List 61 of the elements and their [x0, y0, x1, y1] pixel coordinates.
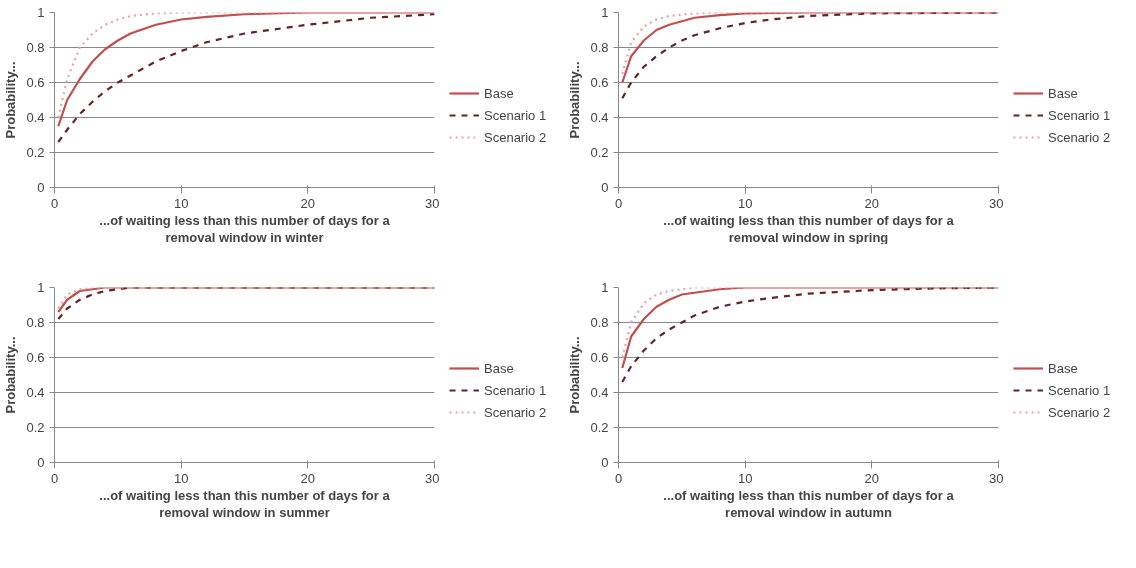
x-tick-label: 20 [300, 470, 316, 486]
x-axis-title: ...of waiting less than this number of days for a removal window in winter [99, 212, 391, 245]
legend-label: Scenario 2 [1048, 129, 1111, 145]
legend-label: Scenario 2 [484, 404, 547, 420]
y-axis-title: Probability... [3, 61, 19, 139]
y-tick-label: 0.4 [590, 385, 609, 400]
line-series [621, 12, 999, 100]
legend-label: Scenario 1 [484, 107, 547, 123]
y-tick-label: 0 [601, 455, 609, 470]
y-tick-label: 0.2 [26, 420, 45, 435]
y-tick-label: 0.2 [590, 420, 609, 435]
y-tick-label: 1 [601, 5, 609, 20]
y-tick-label: 0 [601, 180, 609, 195]
y-tick-label: 1 [37, 280, 45, 295]
x-tick-label: 20 [300, 195, 316, 211]
y-tick-label: 0.4 [26, 110, 45, 125]
legend-label: Scenario 1 [484, 382, 547, 398]
y-tick-label: 0.8 [590, 315, 609, 330]
legend-label: Scenario 1 [1048, 382, 1111, 398]
x-tick-label: 0 [50, 470, 59, 486]
y-tick-label: 0.8 [26, 40, 45, 55]
y-tick-label: 0.6 [26, 350, 45, 365]
y-tick-label: 0 [37, 455, 45, 470]
x-tick-label: 0 [614, 470, 623, 486]
y-tick-label: 0.6 [26, 75, 45, 90]
x-tick-label: 10 [737, 195, 753, 211]
x-tick-label: 10 [173, 470, 189, 486]
y-tick-label: 1 [37, 5, 45, 20]
x-tick-label: 0 [614, 195, 623, 211]
x-tick-label: 10 [737, 470, 753, 486]
y-tick-label: 0.6 [590, 75, 609, 90]
y-tick-label: 0.4 [590, 110, 609, 125]
y-tick-label: 0.8 [590, 40, 609, 55]
y-tick-label: 0.2 [590, 145, 609, 160]
y-tick-label: 0.8 [26, 315, 45, 330]
x-tick-label: 20 [864, 470, 880, 486]
legend-label: Base [1048, 360, 1078, 376]
x-tick-label: 20 [864, 195, 880, 211]
legend-label: Base [484, 85, 514, 101]
y-tick-label: 0.2 [26, 145, 45, 160]
x-axis-title: ...of waiting less than this number of days for a removal window in autumn [663, 487, 955, 520]
y-tick-label: 0.6 [590, 350, 609, 365]
x-tick-label: 10 [173, 195, 189, 211]
y-axis-title: Probability... [3, 336, 19, 414]
legend-label: Scenario 1 [1048, 107, 1111, 123]
legend-label: Scenario 2 [484, 129, 547, 145]
y-axis-title: Probability... [567, 61, 583, 139]
legend-label: Base [1048, 85, 1078, 101]
x-axis-title: ...of waiting less than this number of days for a removal window in summer [99, 487, 391, 520]
y-tick-label: 0.4 [26, 385, 45, 400]
legend-label: Base [484, 360, 514, 376]
x-tick-label: 30 [425, 470, 440, 486]
y-tick-label: 1 [601, 280, 609, 295]
x-tick-label: 0 [50, 195, 59, 211]
x-axis-title: ...of waiting less than this number of days for a removal window in spring [663, 212, 955, 245]
y-axis-title: Probability... [567, 336, 583, 414]
x-tick-label: 30 [425, 195, 440, 211]
y-tick-label: 0 [37, 180, 45, 195]
x-tick-label: 30 [989, 195, 1004, 211]
x-tick-label: 30 [989, 470, 1004, 486]
legend-label: Scenario 2 [1048, 404, 1111, 420]
